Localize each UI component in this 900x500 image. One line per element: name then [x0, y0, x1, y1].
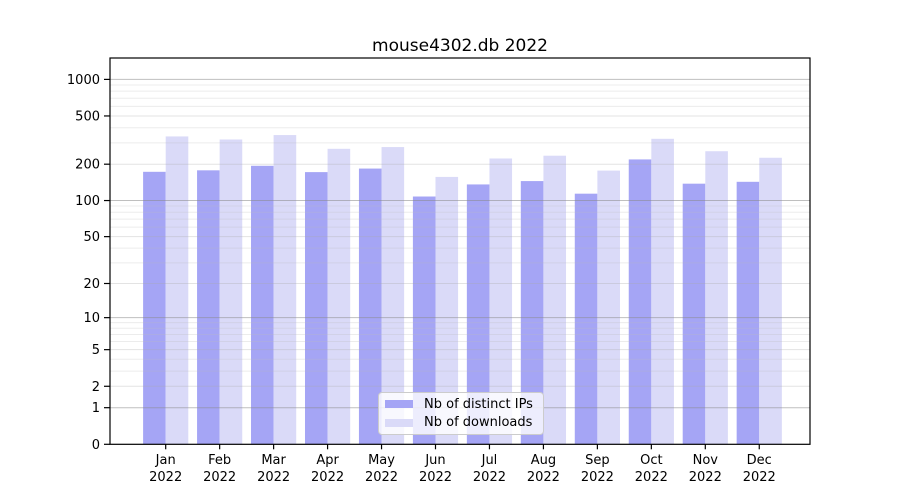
x-tick-label-year-jun: 2022	[419, 470, 452, 485]
chart-title: mouse4302.db 2022	[372, 36, 548, 56]
bar-distinct-ips-aug	[520, 181, 544, 445]
bar-distinct-ips-may	[358, 168, 382, 445]
bar-downloads-may	[381, 147, 405, 445]
x-tick-label-month-sep: Sep	[585, 453, 610, 468]
x-tick-label-month-jul: Jul	[481, 453, 498, 468]
y-tick-label-100: 100	[75, 194, 100, 209]
x-tick-label-month-mar: Mar	[261, 453, 286, 468]
bar-downloads-aug	[543, 155, 567, 445]
plot-border	[109, 57, 811, 445]
bar-downloads-oct	[651, 138, 674, 445]
bar-distinct-ips-dec	[736, 181, 760, 445]
y-tick-label-20: 20	[83, 277, 100, 292]
x-tick-label-year-aug: 2022	[527, 470, 560, 485]
x-tick-label-month-jun: Jun	[424, 453, 445, 468]
x-tick-label-month-oct: Oct	[640, 453, 662, 468]
y-tick-label-0: 0	[92, 438, 100, 453]
legend-swatch-downloads	[385, 418, 413, 427]
chart-legend: Nb of distinct IPs Nb of downloads	[378, 392, 544, 435]
x-tick-label-year-oct: 2022	[635, 470, 668, 485]
bar-downloads-nov	[705, 151, 728, 445]
bar-distinct-ips-sep	[574, 193, 598, 445]
y-tick-label-10: 10	[83, 311, 100, 326]
x-tick-label-month-jan: Jan	[155, 453, 176, 468]
y-tick-label-2: 2	[92, 380, 100, 395]
x-tick-label-year-nov: 2022	[689, 470, 722, 485]
x-tick-label-month-nov: Nov	[693, 453, 719, 468]
x-tick-label-year-dec: 2022	[743, 470, 776, 485]
legend-item-distinct-ips: Nb of distinct IPs	[385, 395, 537, 414]
y-tick-label-1000: 1000	[67, 73, 100, 88]
x-tick-label-year-jul: 2022	[473, 470, 506, 485]
x-tick-label-year-feb: 2022	[203, 470, 236, 485]
bar-downloads-mar	[273, 135, 297, 445]
x-tick-label-month-aug: Aug	[531, 453, 556, 468]
bar-distinct-ips-feb	[197, 170, 220, 445]
x-tick-label-month-dec: Dec	[747, 453, 772, 468]
bar-distinct-ips-jul	[466, 184, 490, 445]
bar-distinct-ips-nov	[682, 183, 706, 445]
bar-distinct-ips-oct	[628, 159, 652, 445]
x-tick-label-month-may: May	[368, 453, 395, 468]
y-tick-label-1: 1	[92, 401, 100, 416]
x-tick-label-year-sep: 2022	[581, 470, 614, 485]
bar-downloads-jun	[435, 176, 459, 445]
legend-label-downloads: Nb of downloads	[424, 415, 533, 431]
x-tick-label-year-may: 2022	[365, 470, 398, 485]
bar-distinct-ips-jun	[412, 196, 436, 445]
y-tick-label-50: 50	[83, 230, 100, 245]
bar-downloads-jan	[165, 136, 189, 445]
legend-item-downloads: Nb of downloads	[385, 414, 537, 433]
legend-swatch-distinct-ips	[385, 400, 413, 409]
y-tick-label-500: 500	[75, 110, 100, 125]
bar-distinct-ips-mar	[251, 165, 274, 445]
bar-downloads-dec	[759, 157, 782, 445]
x-tick-label-year-apr: 2022	[311, 470, 344, 485]
bar-downloads-sep	[597, 170, 620, 445]
x-tick-label-year-jan: 2022	[149, 470, 182, 485]
bar-downloads-feb	[219, 139, 243, 445]
bar-distinct-ips-apr	[304, 172, 328, 445]
legend-label-distinct-ips: Nb of distinct IPs	[424, 396, 533, 412]
y-tick-label-5: 5	[92, 343, 100, 358]
x-tick-label-month-feb: Feb	[208, 453, 231, 468]
bar-downloads-jul	[489, 158, 513, 445]
y-tick-label-200: 200	[75, 158, 100, 173]
x-tick-label-year-mar: 2022	[257, 470, 290, 485]
bar-distinct-ips-jan	[143, 171, 166, 445]
bar-downloads-apr	[327, 148, 351, 445]
x-tick-label-month-apr: Apr	[316, 453, 339, 468]
